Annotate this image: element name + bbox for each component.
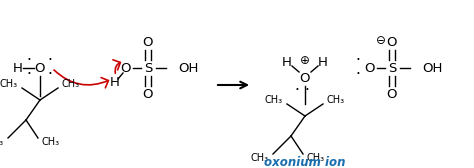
Text: ·: · (27, 53, 31, 69)
Text: OH: OH (178, 61, 199, 74)
Text: S: S (388, 61, 396, 74)
Text: CH₃: CH₃ (265, 95, 283, 105)
Text: ·: · (47, 53, 53, 69)
Text: ·: · (294, 82, 300, 97)
Text: O: O (365, 61, 375, 74)
Text: CH₃: CH₃ (0, 137, 4, 147)
Text: CH₃: CH₃ (307, 153, 325, 163)
Text: CH₃: CH₃ (62, 79, 80, 89)
Text: oxonium ion: oxonium ion (264, 157, 346, 168)
Text: O: O (387, 88, 397, 100)
Text: CH₃: CH₃ (0, 79, 18, 89)
Text: H: H (110, 75, 120, 89)
Text: OH: OH (422, 61, 442, 74)
FancyArrowPatch shape (113, 60, 120, 73)
Text: O: O (35, 61, 45, 74)
Text: ⊕: ⊕ (300, 53, 310, 67)
Text: ·: · (305, 82, 310, 97)
Text: CH₃: CH₃ (42, 137, 60, 147)
Text: ·: · (27, 67, 31, 81)
Text: S: S (144, 61, 152, 74)
Text: ·: · (356, 52, 360, 68)
Text: O: O (121, 61, 131, 74)
Text: O: O (143, 35, 153, 49)
Text: H: H (13, 61, 23, 74)
Text: ⊖: ⊖ (376, 33, 386, 47)
Text: H: H (282, 56, 292, 70)
Text: O: O (300, 72, 310, 85)
Text: CH₃: CH₃ (327, 95, 345, 105)
Text: CH₃: CH₃ (251, 153, 269, 163)
Text: H: H (318, 56, 328, 70)
Text: ·: · (356, 68, 360, 82)
Text: O: O (143, 88, 153, 100)
Text: O: O (387, 35, 397, 49)
FancyArrowPatch shape (54, 70, 109, 88)
Text: ·: · (47, 67, 53, 81)
